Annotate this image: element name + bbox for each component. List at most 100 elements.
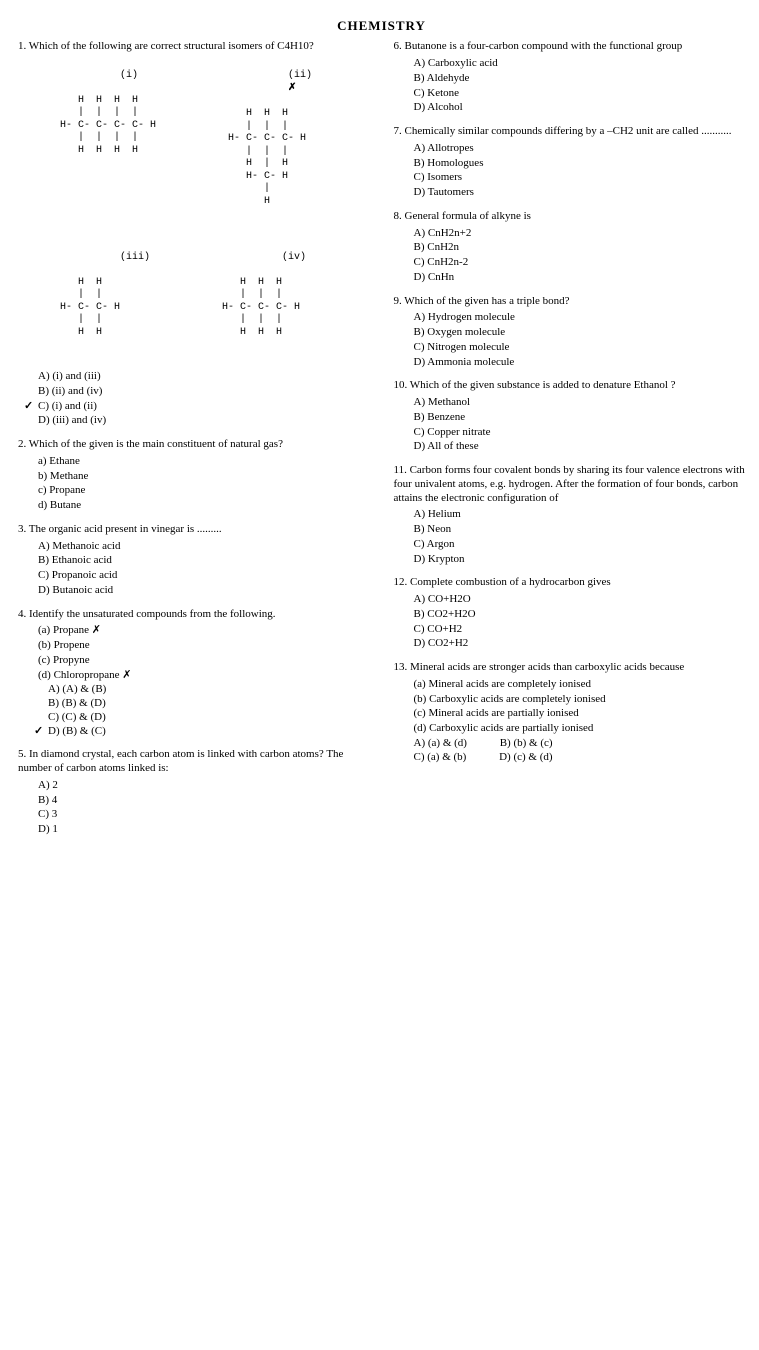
q11-options: A) Helium B) Neon C) Argon D) Krypton [414,508,746,566]
sketch-ii: (ii) ✗ H H H | | | H- C- C- C- H | | | H… [216,57,316,233]
q10-a: A) Methanol [414,396,746,410]
q13-c: C) (a) & (b) [414,751,467,763]
tick-icon: ✓ [24,400,33,414]
q13-d: D) (c) & (d) [499,751,552,763]
q1-c: ✓ C) (i) and (ii) [38,400,370,414]
q1-b: B) (ii) and (iv) [38,385,370,399]
question-13: 13. Mineral acids are stronger acids tha… [394,661,746,764]
q7-stem: 7. Chemically similar compounds differin… [394,125,746,139]
q1-a: A) (i) and (iii) [38,370,370,384]
question-8: 8. General formula of alkyne is A) CnH2n… [394,210,746,285]
q1-stem: 1. Which of the following are correct st… [18,40,370,54]
question-4: 4. Identify the unsaturated compounds fr… [18,608,370,739]
q3-c: C) Propanoic acid [38,569,370,583]
tick-icon: ✓ [34,725,43,739]
q2-stem: 2. Which of the given is the main consti… [18,438,370,452]
q13-stem: 13. Mineral acids are stronger acids tha… [394,661,746,675]
q8-stem: 8. General formula of alkyne is [394,210,746,224]
q4-stem: 4. Identify the unsaturated compounds fr… [18,608,370,622]
q9-b: B) Oxygen molecule [414,326,746,340]
q5-b: B) 4 [38,794,370,808]
q4-sc: (c) Propyne [38,654,370,668]
label-iii: (iii) [120,252,150,265]
q10-c: C) Copper nitrate [414,426,746,440]
q1-d: D) (iii) and (iv) [38,414,370,428]
q11-d: D) Krypton [414,553,746,567]
q9-stem: 9. Which of the given has a triple bond? [394,295,746,309]
q1-c-text: C) (i) and (ii) [38,400,97,412]
row-iii-iv: (iii) H H | | H- C- C- H | | H H (iv) H … [48,239,370,364]
q5-stem: 5. In diamond crystal, each carbon atom … [18,748,370,776]
q2-b: b) Methane [38,470,370,484]
q13-b: B) (b) & (c) [500,737,553,749]
sk-iv: H H H | | | H- C- C- C- H | | | H H H [210,277,310,340]
q9-d: D) Ammonia molecule [414,356,746,370]
q4-a: A) (A) & (B) [48,683,370,697]
question-1: 1. Which of the following are correct st… [18,40,370,428]
q12-options: A) CO+H2O B) CO2+H2O C) CO+H2 D) CO2+H2 [414,593,746,651]
q6-options: A) Carboxylic acid B) Aldehyde C) Ketone… [414,57,746,115]
question-12: 12. Complete combustion of a hydrocarbon… [394,576,746,651]
q4-b: B) (B) & (D) [48,697,370,711]
q9-c: C) Nitrogen molecule [414,341,746,355]
sk-i: H H H H | | | | H- C- C- C- C- H | | | |… [48,95,156,158]
q5-options: A) 2 B) 4 C) 3 D) 1 [38,779,370,837]
q12-c: C) CO+H2 [414,623,746,637]
question-9: 9. Which of the given has a triple bond?… [394,295,746,370]
q5-c: C) 3 [38,808,370,822]
q7-b: B) Homologues [414,157,746,171]
question-10: 10. Which of the given substance is adde… [394,379,746,454]
right-column: 6. Butanone is a four-carbon compound wi… [394,40,746,847]
q13-sd: (d) Carboxylic acids are partially ionis… [414,722,746,736]
q2-d: d) Butane [38,499,370,513]
q9-a: A) Hydrogen molecule [414,311,746,325]
question-3: 3. The organic acid present in vinegar i… [18,523,370,598]
q2-options: a) Ethane b) Methane c) Propane d) Butan… [38,455,370,513]
q6-d: D) Alcohol [414,101,746,115]
q2-a: a) Ethane [38,455,370,469]
sketch-iv: (iv) H H H | | | H- C- C- C- H | | | H H… [210,239,310,364]
sketch-i: (i) H H H H | | | | H- C- C- C- C- H | |… [48,57,156,233]
row-i-ii: (i) H H H H | | | | H- C- C- C- C- H | |… [48,57,370,233]
label-ii: (ii) [288,70,316,83]
q11-stem: 11. Carbon forms four covalent bonds by … [394,464,746,505]
q11-c: C) Argon [414,538,746,552]
q8-a: A) CnH2n+2 [414,227,746,241]
question-2: 2. Which of the given is the main consti… [18,438,370,513]
q13-sc: (c) Mineral acids are partially ionised [414,707,746,721]
question-6: 6. Butanone is a four-carbon compound wi… [394,40,746,115]
q4-c: C) (C) & (D) [48,711,370,725]
sk-iii: H H | | H- C- C- H | | H H [48,277,150,340]
q6-a: A) Carboxylic acid [414,57,746,71]
q3-a: A) Methanoic acid [38,540,370,554]
q3-options: A) Methanoic acid B) Ethanoic acid C) Pr… [38,540,370,598]
label-i: (i) [120,70,148,83]
sk-ii: H H H | | | H- C- C- C- H | | | H | H H-… [216,108,316,208]
q13-options: A) (a) & (d) B) (b) & (c) C) (a) & (b) D… [414,737,746,765]
q10-stem: 10. Which of the given substance is adde… [394,379,746,393]
q13-sb: (b) Carboxylic acids are completely ioni… [414,693,746,707]
q5-a: A) 2 [38,779,370,793]
q8-b: B) CnH2n [414,241,746,255]
q2-c: c) Propane [38,484,370,498]
q12-stem: 12. Complete combustion of a hydrocarbon… [394,576,746,590]
q7-a: A) Allotropes [414,142,746,156]
q13-sub: (a) Mineral acids are completely ionised… [414,678,746,736]
cross-icon: ✗ [288,82,296,93]
q8-options: A) CnH2n+2 B) CnH2n C) CnH2n-2 D) CnHn [414,227,746,285]
q10-options: A) Methanol B) Benzene C) Copper nitrate… [414,396,746,454]
q11-b: B) Neon [414,523,746,537]
q3-d: D) Butanoic acid [38,584,370,598]
q13-a: A) (a) & (d) [414,737,467,749]
q4-d: ✓ D) (B) & (C) [48,725,370,739]
question-5: 5. In diamond crystal, each carbon atom … [18,748,370,837]
q12-a: A) CO+H2O [414,593,746,607]
q6-b: B) Aldehyde [414,72,746,86]
label-iv: (iv) [282,252,310,265]
q11-a: A) Helium [414,508,746,522]
question-11: 11. Carbon forms four covalent bonds by … [394,464,746,566]
q7-d: D) Tautomers [414,186,746,200]
q13-sa: (a) Mineral acids are completely ionised [414,678,746,692]
q4-sa: (a) Propane ✗ [38,624,370,638]
q3-b: B) Ethanoic acid [38,554,370,568]
